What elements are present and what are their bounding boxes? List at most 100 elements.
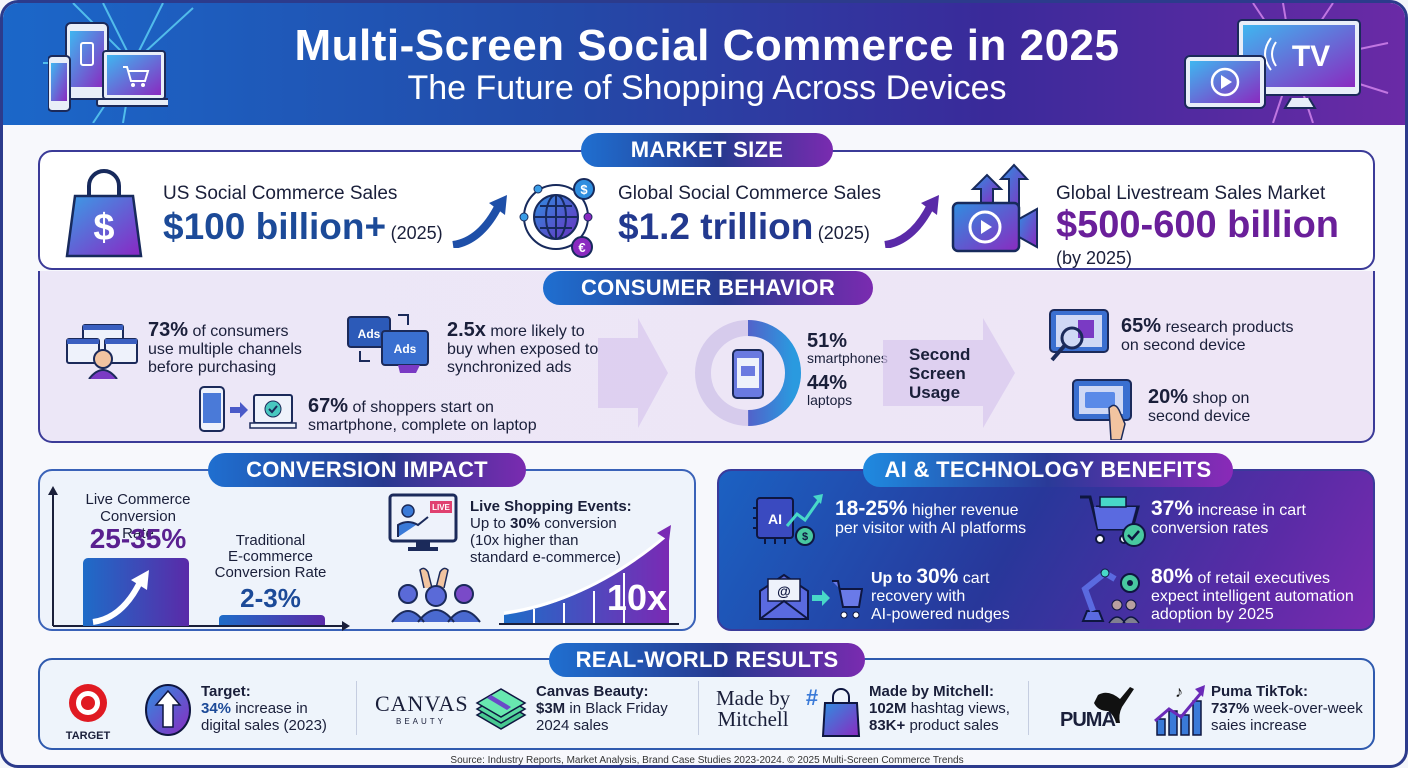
source-footnote: Source: Industry Reports, Market Analysi… [450, 755, 964, 766]
multichannel-user-icon [65, 323, 141, 379]
target-bullseye-icon [69, 684, 107, 722]
text: conversion [540, 515, 617, 532]
events-title: Live Shopping Events: [470, 498, 632, 515]
market-global-value: $1.2 trillion [618, 206, 814, 247]
puma-cat-icon [1094, 687, 1134, 723]
result-line: digital sales (2023) [201, 717, 327, 734]
shopping-bag-dollar-icon: $ [65, 168, 143, 260]
stat-text: week-over-week [1249, 700, 1363, 717]
stat-text: before purchasing [148, 359, 277, 376]
growth-arrow-icon [884, 195, 939, 248]
label-line: Usage [909, 383, 961, 402]
up-arrow-circle-icon [143, 683, 193, 738]
svg-text:$: $ [580, 182, 588, 197]
market-global-value-group: $1.2 trillion (2025) [618, 206, 870, 248]
donut-legend: 51% smartphones 44% laptops [807, 330, 888, 409]
label-line: Screen [909, 364, 966, 383]
brand-name: Made by [716, 686, 791, 710]
text: Up to [470, 515, 511, 532]
result-line: 737% week-over-week [1211, 700, 1363, 717]
stat-value: 102M [869, 700, 907, 717]
hashtag-bag-icon: # [803, 683, 861, 738]
video-camera-arrows-icon [951, 163, 1041, 255]
stat-text: in Black Friday [565, 700, 668, 717]
ai-chip-growth-icon: AI $ [751, 490, 827, 548]
ai-stat-cart-conversion: 37% increase in cart conversion rates [1151, 498, 1306, 538]
stat-text: of consumers [188, 323, 289, 340]
svg-text:$: $ [802, 531, 808, 543]
events-line: (10x higher than [470, 532, 579, 549]
events-line: Up to 30% conversion [470, 515, 632, 532]
result-line: saies increase [1211, 717, 1307, 734]
stat-value: 34% [201, 700, 232, 717]
brand-name: TARGET [65, 730, 111, 742]
market-livestream-label: Global Livestream Sales Market [1056, 183, 1326, 204]
stat-text: synchronized ads [447, 359, 572, 376]
stat-value: $3M [536, 700, 566, 717]
smartphones-label: smartphones [807, 350, 888, 366]
result-name: Made by Mitchell: [869, 683, 995, 700]
live-commerce-bar [83, 558, 189, 626]
svg-text:♪: ♪ [1175, 684, 1183, 701]
stat-text: conversion rates [1151, 520, 1269, 537]
stat-text: cart [958, 570, 990, 587]
tiktok-growth-chart-icon: ♪ [1151, 681, 1207, 737]
puma-logo: PUMA [1058, 683, 1143, 733]
market-us-label: US Social Commerce Sales [163, 183, 398, 204]
conversion-axes [48, 486, 350, 631]
result-line: $3M in Black Friday [536, 700, 668, 717]
live-commerce-label: Live Commerce Conversion Rate [83, 491, 193, 542]
globe-currency-icon: $ € [518, 173, 600, 258]
market-global-note: (2025) [817, 223, 870, 243]
stat-text: expect intelligent automation [1151, 588, 1354, 605]
money-stack-icon [473, 685, 529, 735]
stat-text: adoption by 2025 [1151, 606, 1274, 623]
second-screen-usage-label: Second Screen Usage [909, 345, 970, 402]
growth-curve-chart: 10x [499, 523, 679, 626]
target-logo: TARGET [63, 683, 113, 742]
divider [356, 681, 357, 735]
svg-text:Ads: Ads [394, 342, 417, 356]
svg-text:LIVE: LIVE [432, 503, 450, 512]
second-screen-donut-chart [695, 320, 801, 426]
result-canvas-beauty: Canvas Beauty: $3M in Black Friday 2024 … [536, 683, 668, 734]
canvas-beauty-logo: CANVAS BEAUTY [375, 691, 468, 726]
multiplier-label: 10x [606, 577, 667, 618]
ai-stat-cart-recovery: Up to 30% cart recovery with AI-powered … [871, 566, 1010, 624]
svg-text:TV: TV [1292, 40, 1330, 73]
stat-multichannel: 73% of consumers use multiple channels b… [148, 319, 302, 377]
divider [1028, 681, 1029, 735]
result-line: 2024 sales [536, 717, 609, 734]
stat-text: increase in [231, 700, 308, 717]
stat-research-second-device: 65% research products on second device [1121, 316, 1294, 355]
stat-text: more likely to [485, 323, 585, 340]
market-livestream-note: (by 2025) [1056, 248, 1133, 268]
stat-text: hashtag views, [906, 700, 1010, 717]
stat-text: product sales [905, 717, 999, 734]
svg-text:#: # [806, 685, 818, 710]
page-title: Multi-Screen Social Commerce in 2025 [294, 21, 1120, 70]
stat-text: of retail executives [1193, 570, 1330, 587]
stat-value: 737% [1211, 700, 1250, 717]
market-size-heading: MARKET SIZE [581, 133, 833, 167]
label-line: E-commerce [227, 548, 313, 565]
phone-to-laptop-icon [198, 385, 298, 433]
label-line: Live Commerce [85, 491, 191, 508]
result-made-by-mitchell: Made by Mitchell: 102M hashtag views, 83… [869, 683, 1010, 734]
stat-shop-second-device: 20% shop on second device [1148, 387, 1250, 426]
stat-text: smartphone, complete on laptop [308, 417, 537, 434]
tv-play-icon: TV [1183, 18, 1363, 113]
laptops-label: laptops [807, 392, 853, 408]
page-subtitle: The Future of Shopping Across Devices [407, 69, 1007, 107]
stat-value: 73% [148, 319, 189, 341]
result-line: 34% increase in [201, 700, 327, 717]
result-target: Target: 34% increase in digital sales (2… [201, 683, 327, 734]
devices-cart-icon [48, 21, 168, 116]
smartphones-pct: 51% [807, 330, 848, 352]
stat-text: use multiple channels [148, 341, 302, 358]
market-size-section [38, 150, 1375, 270]
svg-text:$: $ [93, 207, 114, 249]
result-puma-tiktok: Puma TikTok: 737% week-over-week saies i… [1211, 683, 1363, 734]
stat-value: 2.5x [447, 319, 486, 341]
